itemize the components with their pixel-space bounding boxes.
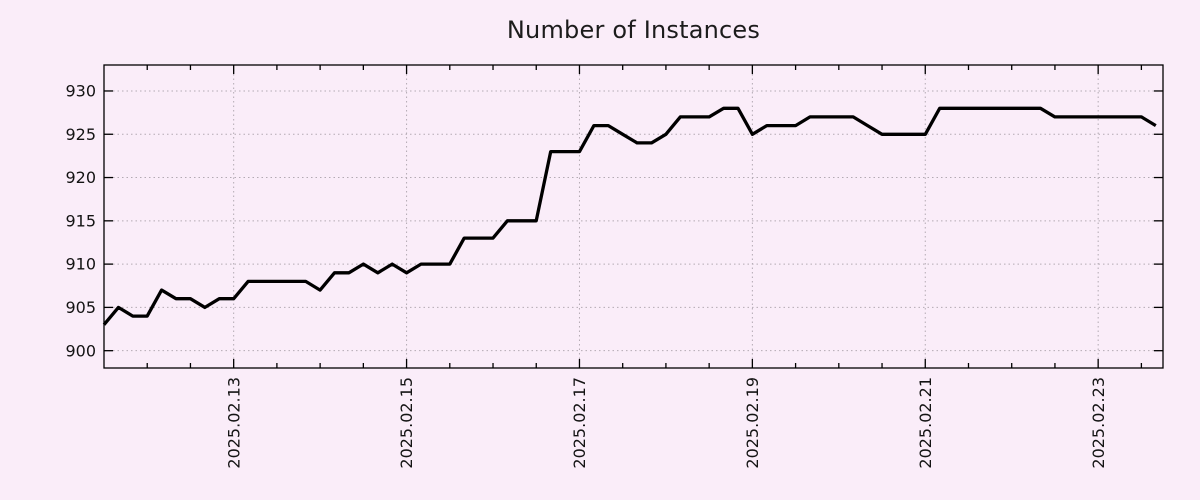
x-tick-label: 2025.02.17 [570,377,589,469]
series [102,106,1157,326]
plot-border [103,64,1164,369]
y-tick-label: 910 [65,255,96,274]
y-tick-labels: 900 905 910 915 920 925 930 [65,82,96,361]
x-tick-label: 2025.02.15 [397,377,416,469]
series-line [102,106,1157,326]
gridlines [104,65,1163,368]
x-tick-label: 2025.02.23 [1089,377,1108,469]
x-tick-label: 2025.02.21 [916,377,935,469]
x-tick-labels: 2025.02.13 2025.02.15 2025.02.17 2025.02.19… [224,377,1107,469]
chart-title: Number of Instances [506,16,761,44]
axis-ticks [104,65,1163,368]
y-tick-label: 930 [65,82,96,101]
y-tick-label: 920 [65,168,96,187]
y-tick-label: 925 [65,125,96,144]
y-tick-label: 915 [65,211,96,230]
x-tick-label: 2025.02.19 [743,377,762,469]
y-tick-label: 905 [65,298,96,317]
y-tick-label: 900 [65,341,96,360]
x-tick-label: 2025.02.13 [224,377,243,469]
